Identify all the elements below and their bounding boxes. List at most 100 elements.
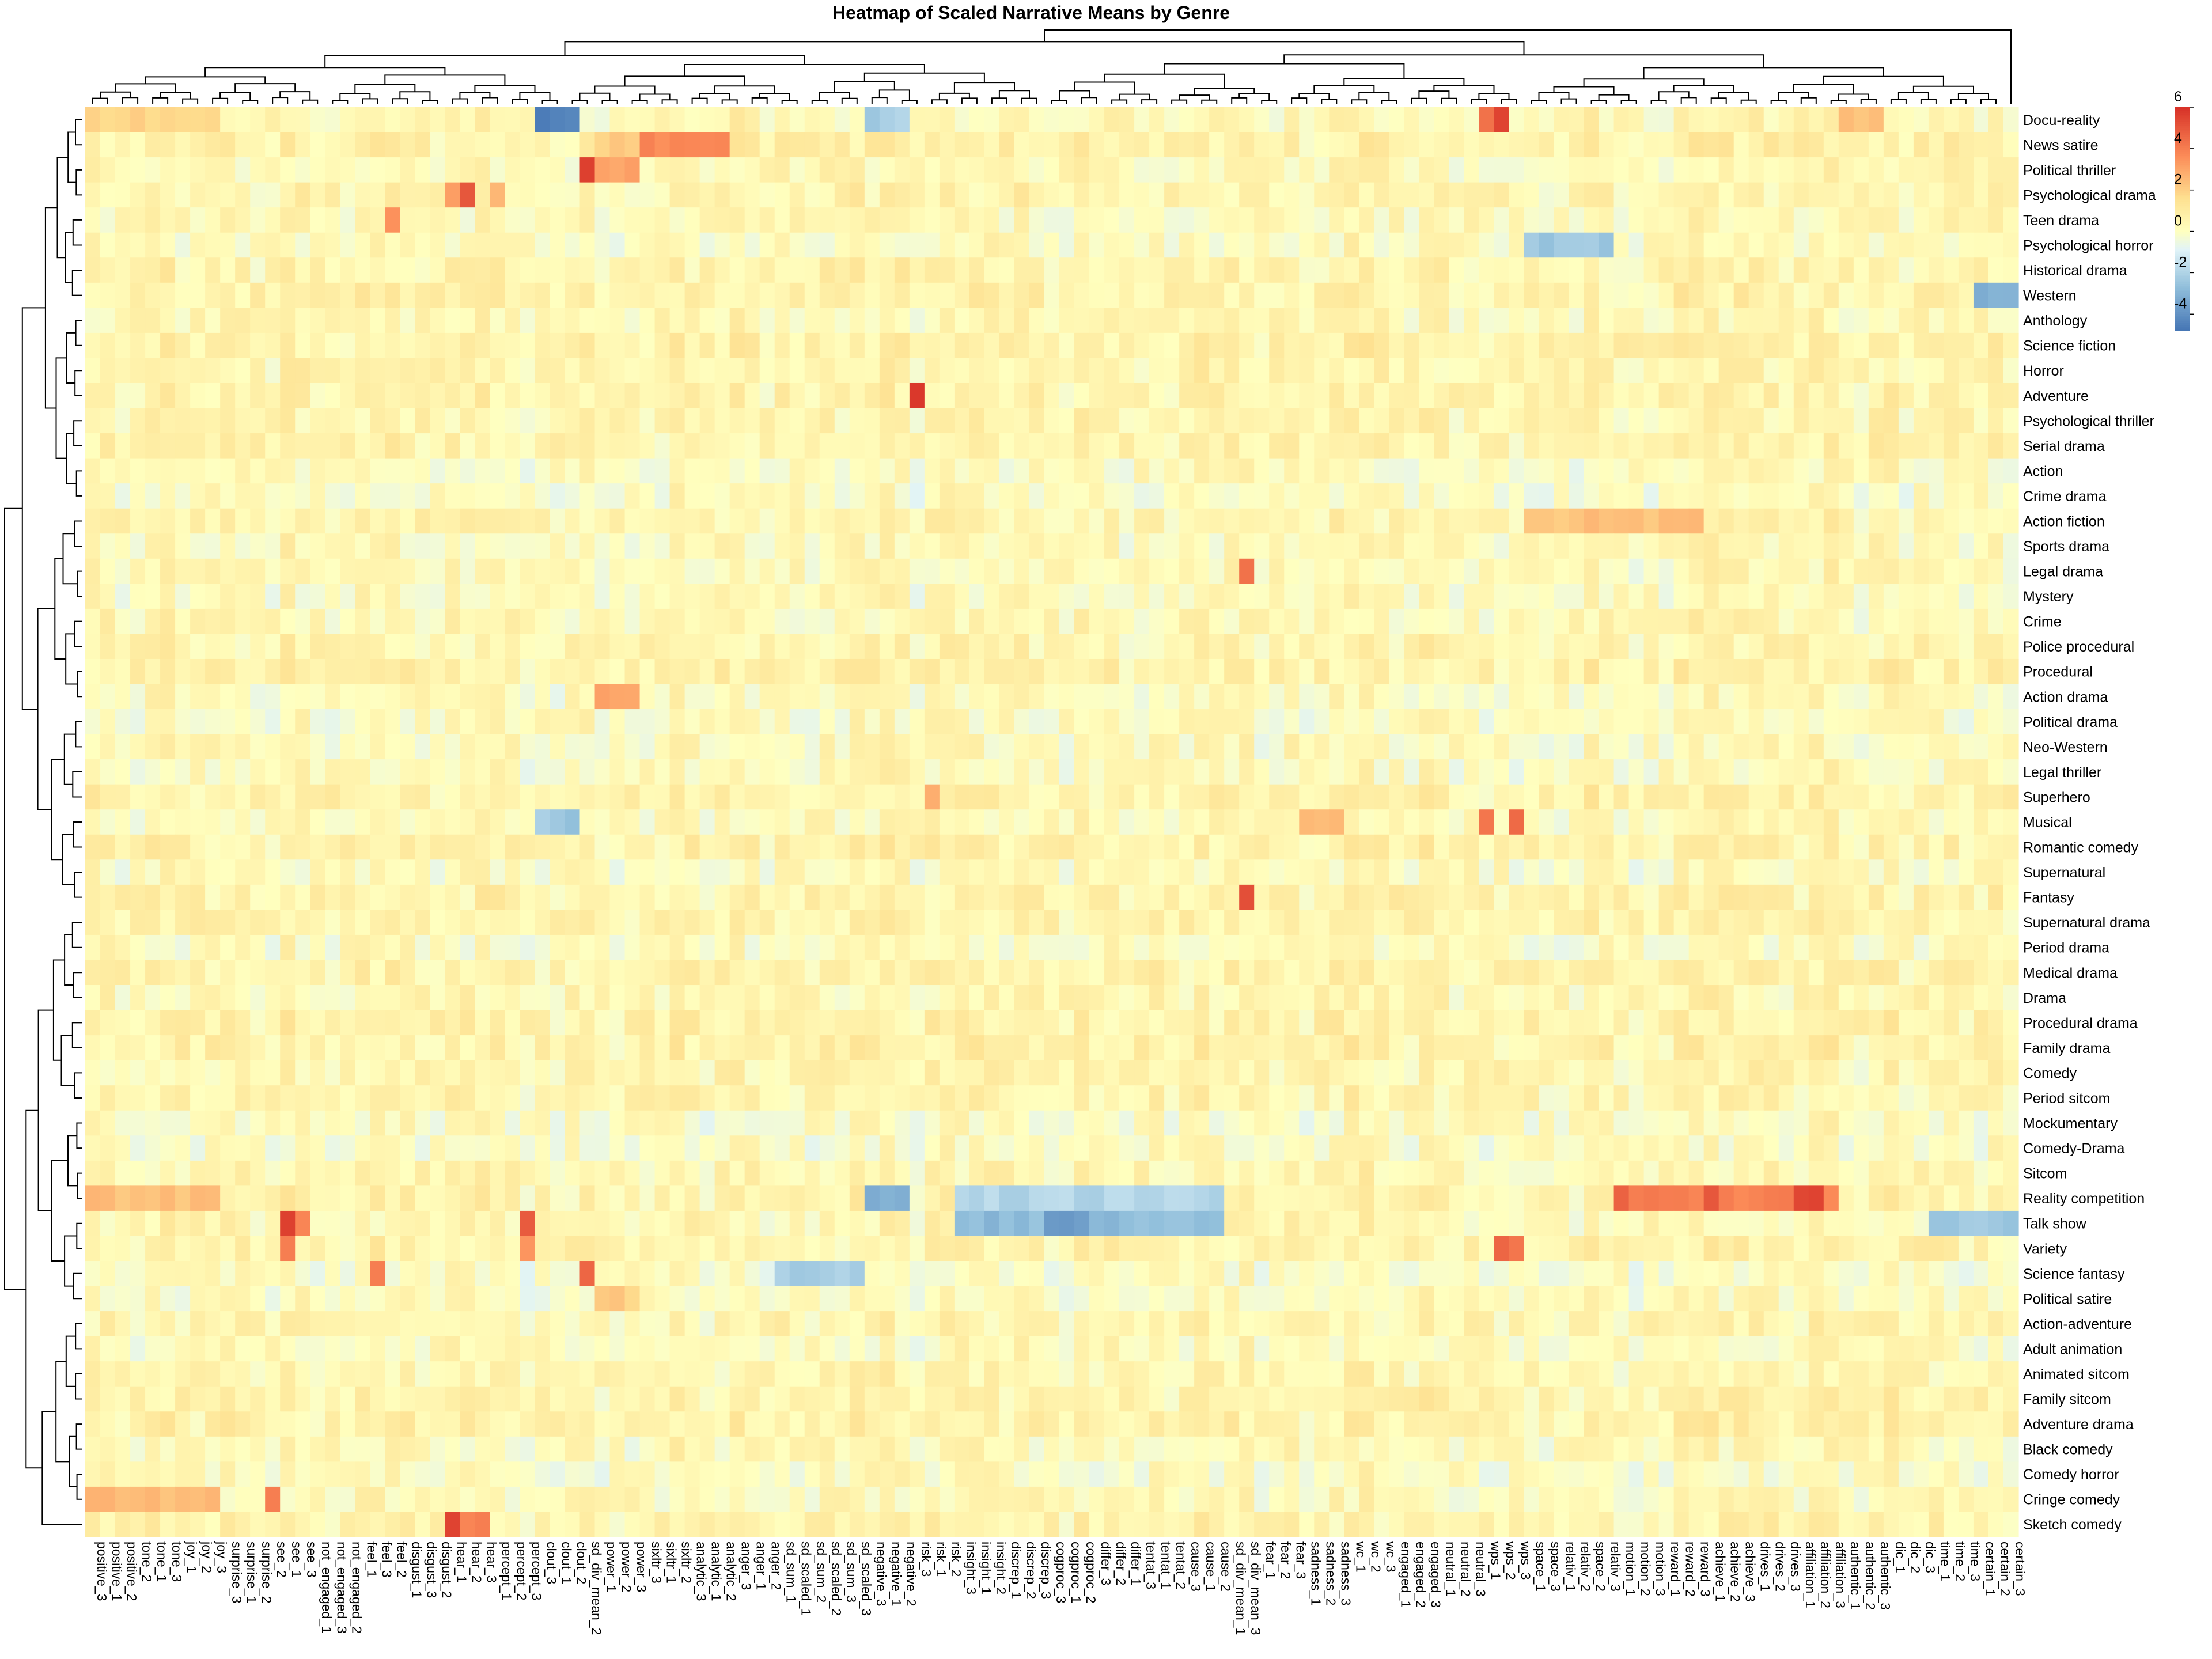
heatmap-cell (145, 182, 161, 208)
heatmap-cell (370, 332, 385, 359)
heatmap-cell (1509, 332, 1525, 359)
heatmap-cell (1104, 960, 1120, 986)
heatmap-cell (1763, 934, 1779, 961)
heatmap-cell (1029, 684, 1045, 710)
heatmap-cell (385, 684, 400, 710)
heatmap-cell (984, 960, 1000, 986)
heatmap-cell (1164, 709, 1180, 735)
heatmap-cell (1044, 308, 1060, 334)
heatmap-cell (579, 834, 596, 860)
heatmap-cell (759, 608, 775, 635)
heatmap-cell (579, 182, 596, 208)
heatmap-cell (355, 508, 370, 534)
heatmap-cell (1733, 483, 1749, 509)
heatmap-cell (819, 132, 835, 158)
heatmap-cell (1044, 533, 1060, 559)
heatmap-cell (220, 709, 236, 735)
heatmap-cell (385, 533, 400, 559)
heatmap-cell (430, 433, 445, 459)
heatmap-cell (115, 960, 131, 986)
heatmap-cell (1584, 483, 1600, 509)
heatmap-cell (1643, 458, 1660, 484)
heatmap-cell (1254, 584, 1270, 609)
heatmap-cell (1524, 884, 1540, 910)
heatmap-cell (1883, 508, 1899, 534)
heatmap-cell (250, 257, 266, 283)
heatmap-cell (1194, 332, 1210, 359)
heatmap-cell (1029, 1010, 1045, 1036)
heatmap-cell (789, 257, 805, 283)
heatmap-cell (954, 182, 970, 208)
heatmap-cell (1434, 608, 1450, 635)
heatmap-cell (1209, 157, 1225, 183)
heatmap-cell (565, 132, 581, 158)
heatmap-cell (579, 809, 596, 835)
heatmap-cell (669, 433, 685, 459)
heatmap-cell (535, 558, 551, 584)
heatmap-cell (1344, 658, 1359, 685)
heatmap-cell (1494, 182, 1510, 208)
heatmap-cell (355, 759, 370, 785)
heatmap-cell (1973, 458, 1989, 484)
heatmap-cell (1419, 408, 1434, 434)
heatmap-cell (2003, 784, 2019, 810)
heatmap-cell (115, 658, 131, 685)
heatmap-cell (445, 107, 460, 133)
heatmap-cell (1104, 910, 1120, 935)
heatmap-cell (579, 1060, 596, 1086)
heatmap-cell (699, 107, 715, 133)
heatmap-cell (490, 1060, 506, 1086)
heatmap-cell (1299, 1060, 1315, 1086)
heatmap-cell (1134, 483, 1150, 509)
heatmap-cell (1748, 960, 1764, 986)
heatmap-cell (609, 859, 626, 885)
heatmap-cell (1703, 358, 1719, 384)
heatmap-cell (550, 207, 566, 233)
heatmap-cell (654, 960, 671, 986)
heatmap-cell (310, 684, 325, 710)
heatmap-cell (520, 433, 536, 459)
heatmap-cell (265, 257, 281, 283)
heatmap-cell (400, 483, 415, 509)
heatmap-cell (1584, 884, 1600, 910)
heatmap-cell (1688, 533, 1705, 559)
heatmap-cell (1838, 709, 1854, 735)
heatmap-cell (1449, 107, 1465, 133)
heatmap-cell (909, 458, 925, 484)
heatmap-cell (1524, 182, 1540, 208)
heatmap-cell (1554, 332, 1570, 359)
heatmap-cell (220, 107, 236, 133)
heatmap-cell (2003, 658, 2019, 685)
heatmap-cell (1808, 132, 1824, 158)
heatmap-cell (220, 784, 236, 810)
heatmap-cell (1359, 483, 1374, 509)
heatmap-cell (160, 232, 176, 258)
heatmap-cell (490, 859, 506, 885)
heatmap-cell (1539, 960, 1555, 986)
heatmap-cell (714, 1010, 730, 1036)
heatmap-cell (1044, 859, 1060, 885)
heatmap-cell (1748, 433, 1764, 459)
heatmap-cell (1988, 960, 2004, 986)
heatmap-cell (1554, 282, 1570, 308)
heatmap-cell (1314, 382, 1330, 409)
heatmap-cell (1838, 358, 1854, 384)
heatmap-cell (1943, 910, 1959, 935)
heatmap-cell (355, 157, 370, 183)
heatmap-cell (1089, 358, 1105, 384)
heatmap-cell (1209, 107, 1225, 133)
heatmap-cell (849, 358, 865, 384)
heatmap-cell (579, 282, 596, 308)
heatmap-cell (1329, 358, 1344, 384)
heatmap-cell (1269, 332, 1285, 359)
heatmap-cell (579, 207, 596, 233)
heatmap-cell (295, 182, 310, 208)
heatmap-cell (1269, 1010, 1285, 1036)
heatmap-cell (594, 182, 611, 208)
heatmap-cell (684, 759, 700, 785)
heatmap-cell (1643, 558, 1660, 584)
heatmap-cell (684, 584, 700, 609)
heatmap-cell (999, 834, 1015, 860)
heatmap-cell (1658, 1035, 1675, 1061)
heatmap-cell (1314, 608, 1330, 635)
